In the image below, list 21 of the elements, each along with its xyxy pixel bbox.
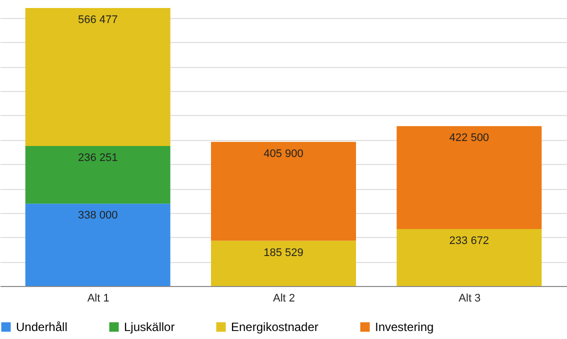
data-label: 566 477 [78, 14, 118, 26]
bar [25, 146, 170, 204]
data-label: 185 529 [264, 246, 304, 259]
x-tick-label: Alt 1 [87, 292, 110, 304]
legend-label: Investering [375, 320, 434, 334]
data-label: 233 672 [449, 235, 490, 248]
bar [396, 229, 542, 286]
data-label: 405 900 [264, 148, 304, 160]
legend-label: Underhåll [16, 320, 68, 334]
bar [211, 240, 356, 286]
x-tick-label: Alt 2 [272, 292, 296, 304]
data-label: 422 500 [449, 132, 490, 144]
data-label: 236 251 [78, 152, 118, 164]
data-label: 338 000 [78, 210, 118, 222]
legend-label: Ljuskällor [124, 320, 175, 334]
bar [25, 8, 170, 146]
bar [25, 204, 170, 286]
legend-label: Energikostnader [231, 320, 318, 334]
x-tick-label: Alt 3 [458, 292, 481, 304]
bar [396, 126, 542, 230]
bar [211, 142, 356, 241]
